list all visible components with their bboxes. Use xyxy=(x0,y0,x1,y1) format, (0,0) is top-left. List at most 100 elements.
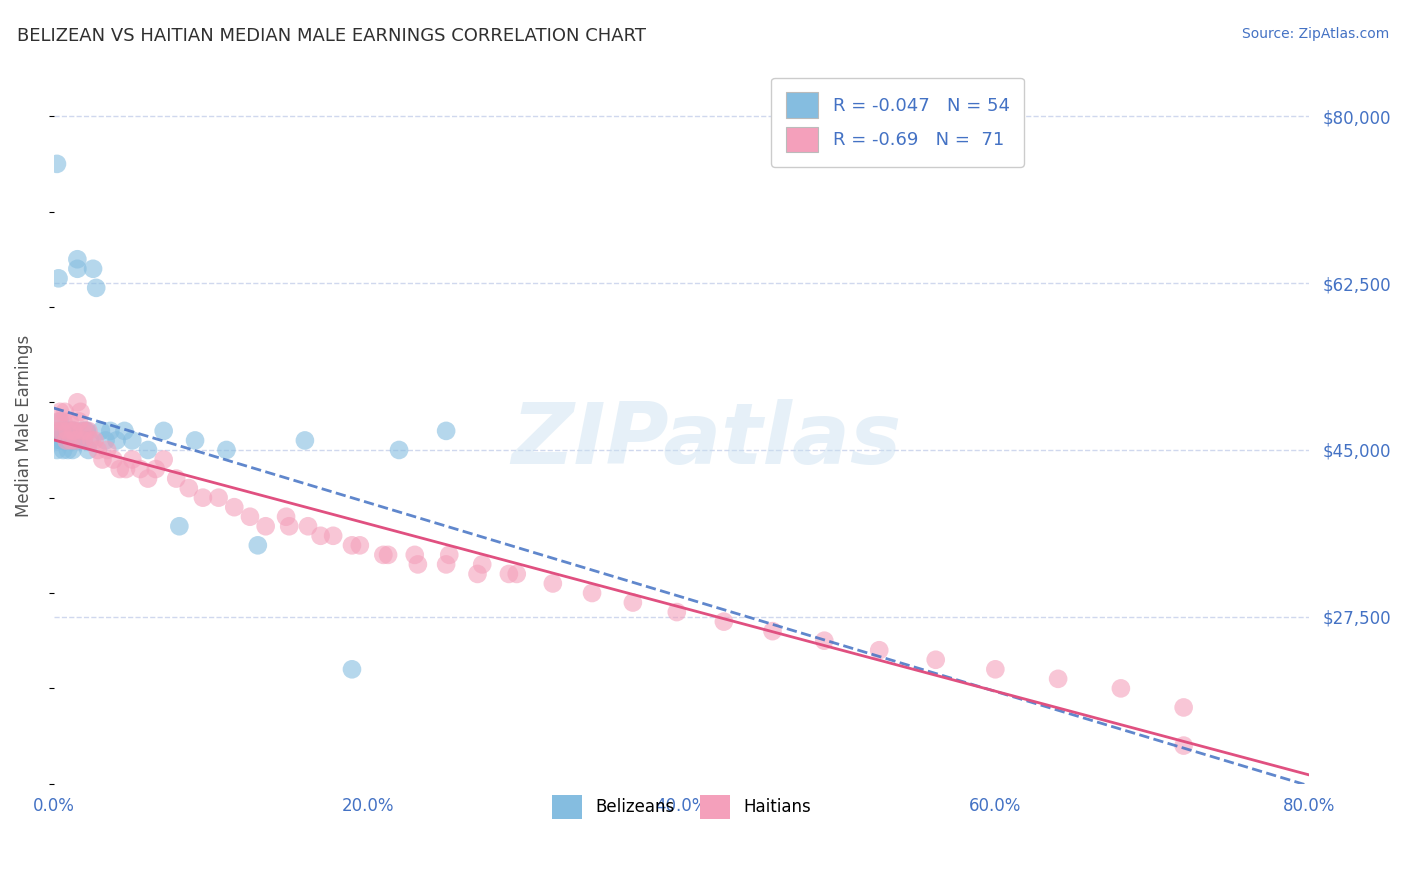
Point xyxy=(297,519,319,533)
Point xyxy=(62,424,84,438)
Point xyxy=(121,452,143,467)
Point xyxy=(984,662,1007,676)
Point xyxy=(46,424,69,438)
Point xyxy=(48,271,70,285)
Point xyxy=(84,281,107,295)
Point xyxy=(868,643,890,657)
Point xyxy=(98,424,121,438)
Point xyxy=(121,434,143,448)
Point xyxy=(377,548,399,562)
Point xyxy=(404,548,426,562)
Point xyxy=(60,424,83,438)
Point xyxy=(91,452,114,467)
Point xyxy=(349,538,371,552)
Point xyxy=(46,157,69,171)
Point xyxy=(56,434,79,448)
Point xyxy=(215,442,238,457)
Point xyxy=(55,434,77,448)
Point xyxy=(1109,681,1132,696)
Point xyxy=(58,424,80,438)
Point xyxy=(169,519,191,533)
Point xyxy=(541,576,564,591)
Point xyxy=(53,434,76,448)
Point xyxy=(55,434,77,448)
Point xyxy=(388,442,411,457)
Point xyxy=(373,548,395,562)
Point xyxy=(246,538,269,552)
Point xyxy=(90,424,112,438)
Point xyxy=(115,462,138,476)
Point xyxy=(340,662,363,676)
Point xyxy=(665,605,688,619)
Point xyxy=(925,653,948,667)
Point xyxy=(51,434,73,448)
Point xyxy=(136,472,159,486)
Point xyxy=(406,558,429,572)
Point xyxy=(79,434,101,448)
Point xyxy=(191,491,214,505)
Point xyxy=(278,519,301,533)
Point xyxy=(70,424,93,438)
Point xyxy=(63,424,86,438)
Point xyxy=(177,481,200,495)
Point xyxy=(621,596,644,610)
Point xyxy=(80,434,103,448)
Point xyxy=(52,414,75,428)
Point xyxy=(439,548,461,562)
Point xyxy=(274,509,297,524)
Point xyxy=(58,434,80,448)
Point xyxy=(67,434,90,448)
Point xyxy=(506,566,529,581)
Point xyxy=(87,442,110,457)
Point xyxy=(165,472,187,486)
Point xyxy=(105,434,128,448)
Point xyxy=(69,405,91,419)
Point xyxy=(103,452,125,467)
Point xyxy=(96,442,118,457)
Point xyxy=(498,566,520,581)
Point xyxy=(55,424,77,438)
Point xyxy=(49,405,72,419)
Point xyxy=(60,434,83,448)
Point xyxy=(63,434,86,448)
Point xyxy=(72,434,94,448)
Point xyxy=(75,424,97,438)
Point xyxy=(322,529,344,543)
Point xyxy=(94,434,117,448)
Point xyxy=(72,434,94,448)
Point xyxy=(82,261,104,276)
Point xyxy=(581,586,603,600)
Point xyxy=(434,424,457,438)
Point xyxy=(1173,739,1195,753)
Y-axis label: Median Male Earnings: Median Male Earnings xyxy=(15,335,32,517)
Point xyxy=(108,462,131,476)
Point xyxy=(761,624,783,639)
Point xyxy=(75,424,97,438)
Point xyxy=(434,558,457,572)
Point xyxy=(239,509,262,524)
Point xyxy=(340,538,363,552)
Point xyxy=(83,434,105,448)
Point xyxy=(66,261,89,276)
Point xyxy=(52,434,75,448)
Point xyxy=(60,434,83,448)
Point xyxy=(77,442,100,457)
Point xyxy=(44,434,66,448)
Point xyxy=(224,500,246,515)
Point xyxy=(48,424,70,438)
Point xyxy=(58,414,80,428)
Point xyxy=(62,424,84,438)
Point xyxy=(65,434,87,448)
Point xyxy=(207,491,229,505)
Point xyxy=(1047,672,1070,686)
Point xyxy=(713,615,735,629)
Point xyxy=(184,434,207,448)
Point xyxy=(471,558,494,572)
Point xyxy=(77,424,100,438)
Point xyxy=(51,424,73,438)
Point xyxy=(46,442,69,457)
Point xyxy=(49,414,72,428)
Point xyxy=(51,424,73,438)
Point xyxy=(49,434,72,448)
Point xyxy=(1173,700,1195,714)
